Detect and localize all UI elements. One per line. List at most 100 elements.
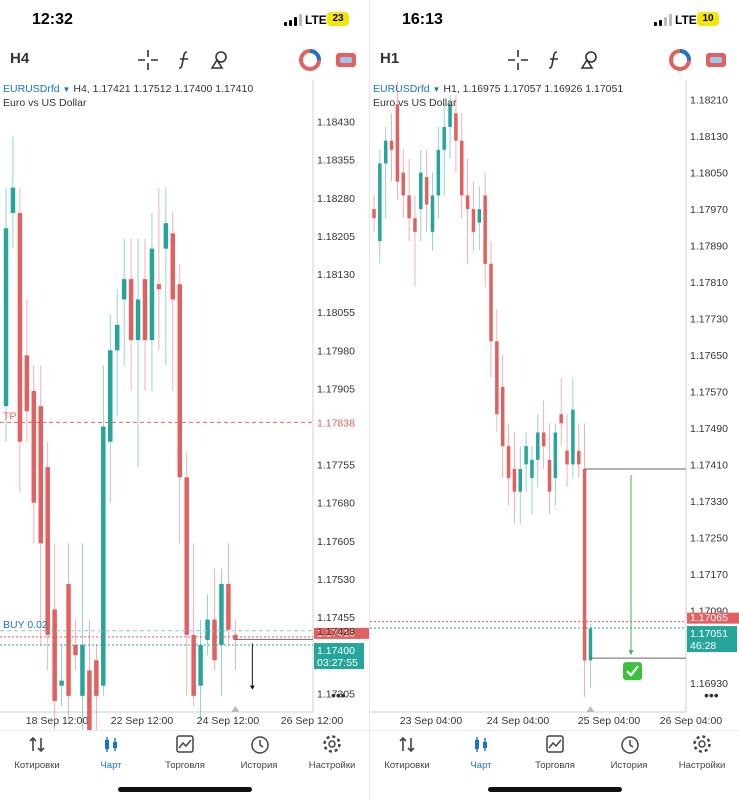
price-tick-label: 1.17730 xyxy=(690,314,728,326)
candle-body xyxy=(454,113,458,141)
candle-body xyxy=(198,645,203,686)
crosshair-icon[interactable] xyxy=(136,48,160,72)
take-profit-label: TP xyxy=(3,410,16,422)
candle-body xyxy=(553,432,558,479)
price-chart[interactable]: 1.18210 1.18130 1.18050 1.17970 1.17890 1.178… xyxy=(370,80,739,730)
price-tick-label: 1.17410 xyxy=(690,459,728,471)
price-tick-label: 1.17490 xyxy=(690,423,728,435)
price-tick-label: 1.17530 xyxy=(317,574,355,586)
crosshair-icon[interactable] xyxy=(506,48,530,72)
symbol-dropdown-icon[interactable]: ▼ xyxy=(62,85,71,94)
history-icon xyxy=(251,736,269,754)
time-tick-label: 26 Sep 04:00 xyxy=(660,715,723,727)
candle-body xyxy=(465,195,470,210)
bid-price-box xyxy=(314,627,369,639)
candle-body xyxy=(170,233,176,300)
price-tick-label: 1.17890 xyxy=(690,241,728,253)
price-tick-label: 1.16930 xyxy=(690,678,728,690)
time-tick-label: 25 Sep 04:00 xyxy=(578,715,641,727)
candle-body xyxy=(87,670,92,730)
candle-body xyxy=(419,172,423,210)
current-price-box xyxy=(314,643,364,670)
candle-body xyxy=(163,223,169,249)
news-icon[interactable] xyxy=(334,48,358,72)
candle-body xyxy=(407,195,411,219)
symbol-description: Euro vs US Dollar xyxy=(3,97,87,109)
chart-candles-icon xyxy=(105,737,117,752)
candle-body xyxy=(524,446,528,465)
candle-body xyxy=(571,409,575,465)
candle-body xyxy=(559,414,563,424)
tab-trade-chart[interactable]: Торговля xyxy=(518,733,592,771)
candle-body xyxy=(389,140,394,150)
candle-body xyxy=(401,172,405,196)
candle-body xyxy=(383,140,388,164)
function-icon[interactable] xyxy=(172,48,196,72)
candlestick-chart[interactable]: 1.18210 1.18130 1.18050 1.17970 1.17890 1.178… xyxy=(370,80,739,730)
candle-body xyxy=(512,468,517,492)
candlestick-chart[interactable]: 1.18430 1.18355 1.18280 1.18205 1.18130 1.180… xyxy=(0,80,369,730)
candle-body xyxy=(430,195,435,232)
price-tick-label: 1.17170 xyxy=(690,569,728,581)
tab-history[interactable]: История xyxy=(222,733,296,771)
objects-icon[interactable] xyxy=(208,48,232,72)
bid-price-box xyxy=(687,612,739,624)
settings-gear-icon xyxy=(323,735,341,753)
candle-body xyxy=(448,104,452,128)
tab-chart-candles[interactable]: Чарт xyxy=(444,733,518,771)
price-tick-label: 1.18130 xyxy=(317,269,355,281)
status-bar: 16:13 LTE 10 xyxy=(370,0,739,42)
price-tick-label: 1.17755 xyxy=(317,460,355,472)
trade-icon[interactable] xyxy=(668,48,692,72)
ohlc-label: H4, 1.17421 1.17512 1.17400 1.17410 xyxy=(73,83,254,95)
function-icon[interactable] xyxy=(542,48,566,72)
candle-body xyxy=(588,628,593,661)
tab-history[interactable]: История xyxy=(592,733,666,771)
more-options-icon: ••• xyxy=(331,687,346,703)
price-tick-label: 1.17650 xyxy=(690,350,728,362)
candle-body xyxy=(31,390,37,503)
home-indicator xyxy=(118,787,252,792)
candle-body xyxy=(191,634,196,696)
price-tick-label: 1.18355 xyxy=(317,155,355,167)
time-tick-label: 23 Sep 04:00 xyxy=(400,715,463,727)
tab-label: Чарт xyxy=(470,760,492,771)
candle-body xyxy=(565,450,569,465)
price-chart[interactable]: 1.18430 1.18355 1.18280 1.18205 1.18130 1.180… xyxy=(0,80,369,730)
tab-trade-chart[interactable]: Торговля xyxy=(148,733,222,771)
price-tick-label: 1.18280 xyxy=(317,193,355,205)
price-tick-label: 1.18055 xyxy=(317,307,355,319)
symbol-label[interactable]: EURUSDrfd xyxy=(373,83,430,95)
status-bar: 12:32 LTE 23 xyxy=(0,0,369,42)
price-tick-label: 1.17455 xyxy=(317,612,355,624)
battery-icon: 23 xyxy=(327,12,349,26)
candle-body xyxy=(582,468,587,661)
timeframe-button[interactable]: H1 xyxy=(380,50,400,67)
candle-body xyxy=(3,228,9,407)
tab-chart-candles[interactable]: Чарт xyxy=(74,733,148,771)
price-tick-label: 1.17970 xyxy=(690,204,728,216)
candle-body xyxy=(489,263,493,342)
timeframe-button[interactable]: H4 xyxy=(10,50,30,67)
time-tick-label: 24 Sep 12:00 xyxy=(197,715,260,727)
candle-body xyxy=(577,450,581,465)
symbol-label[interactable]: EURUSDrfd xyxy=(3,83,60,95)
news-icon[interactable] xyxy=(704,48,728,72)
symbol-dropdown-icon[interactable]: ▼ xyxy=(432,85,441,94)
price-tick-label: 1.18205 xyxy=(317,231,355,243)
candle-body xyxy=(66,584,71,696)
tab-label: Котировки xyxy=(384,760,430,771)
tab-label: История xyxy=(240,760,278,771)
tab-quotes[interactable]: Котировки xyxy=(0,733,74,771)
candle-body xyxy=(536,432,540,460)
candle-body xyxy=(94,660,99,696)
tab-settings-gear[interactable]: Настройки xyxy=(665,733,739,771)
trade-chart-icon xyxy=(176,735,194,753)
tab-quotes[interactable]: Котировки xyxy=(370,733,444,771)
trade-icon[interactable] xyxy=(298,48,322,72)
candle-body xyxy=(442,127,446,150)
candle-body xyxy=(518,468,522,492)
tab-settings-gear[interactable]: Настройки xyxy=(295,733,369,771)
candle-body xyxy=(471,209,476,232)
objects-icon[interactable] xyxy=(578,48,602,72)
